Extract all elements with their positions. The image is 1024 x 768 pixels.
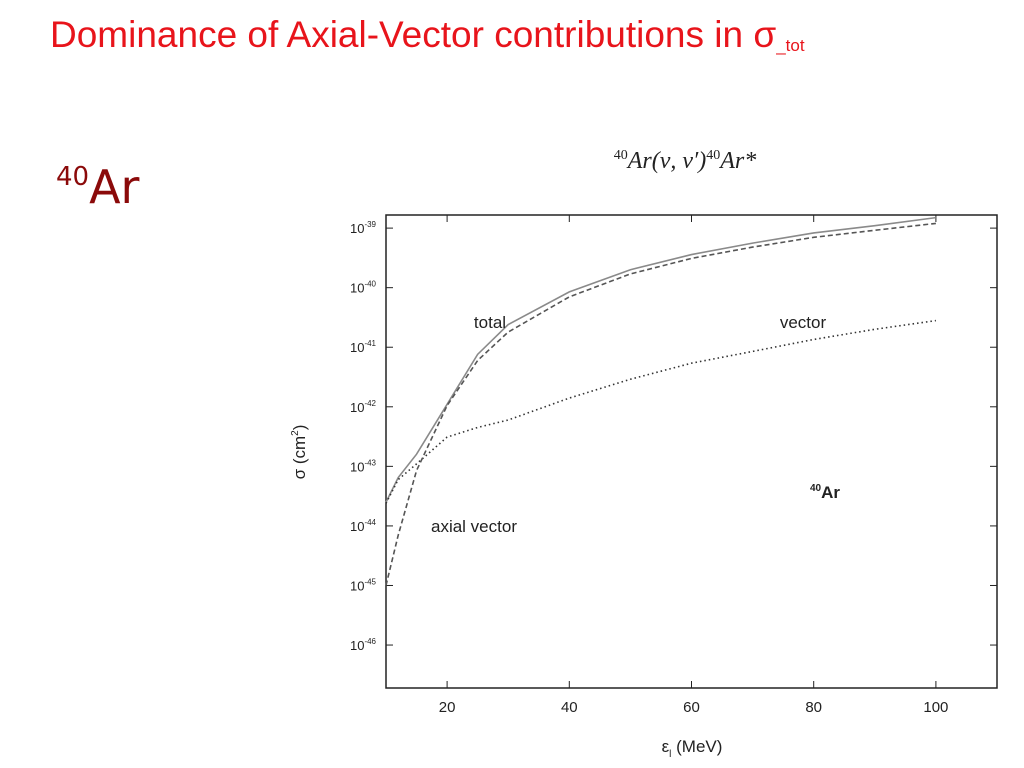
x-tick-label: 40 xyxy=(561,699,578,716)
y-axis-label: σ (cm2) xyxy=(290,425,309,480)
title-main: Ar(ν, ν′) xyxy=(626,148,707,174)
y-tick-label: 10-42 xyxy=(350,399,377,415)
inset-sup: 40 xyxy=(810,483,822,494)
heading-sup: 40 xyxy=(56,162,90,192)
y-tick-base: 10 xyxy=(350,578,364,593)
y-tick-power: -44 xyxy=(364,518,376,527)
x-tick-label: 60 xyxy=(683,699,700,716)
series-label: total xyxy=(474,313,506,332)
y-tick-base: 10 xyxy=(350,340,364,355)
x-label-unit: (MeV) xyxy=(671,737,722,756)
y-label-main: σ (cm xyxy=(290,436,309,480)
y-tick-base: 10 xyxy=(350,519,364,534)
y-tick-power: -46 xyxy=(364,637,376,646)
y-tick-base: 10 xyxy=(350,638,364,653)
slide-heading: 40Ar xyxy=(56,160,139,214)
y-tick-power: -43 xyxy=(364,458,376,467)
title-text: Dominance of Axial-Vector contributions … xyxy=(50,14,777,55)
series-label: vector xyxy=(780,313,827,332)
series-line xyxy=(385,319,937,504)
y-tick-base: 10 xyxy=(350,221,364,236)
y-tick-label: 10-46 xyxy=(350,637,377,653)
title-sup: 40 xyxy=(706,148,720,163)
y-tick-base: 10 xyxy=(350,281,364,296)
x-axis-label: εl (MeV) xyxy=(662,737,723,760)
x-tick-label: 100 xyxy=(923,699,948,716)
series-line xyxy=(385,216,937,503)
x-tick-label: 20 xyxy=(439,699,456,716)
inset-label: 40Ar xyxy=(810,483,840,502)
x-label-subscript: l xyxy=(669,749,671,760)
y-tick-label: 10-39 xyxy=(350,220,377,236)
y-tick-power: -40 xyxy=(364,280,376,289)
y-tick-label: 10-45 xyxy=(350,577,377,593)
plot-frame xyxy=(385,214,998,689)
slide-title: Dominance of Axial-Vector contributions … xyxy=(50,14,805,56)
heading-text: Ar xyxy=(89,160,140,214)
title-subscript: _tot xyxy=(776,36,805,55)
title-sup: 40 xyxy=(614,148,628,163)
chart-title: 40Ar(ν, ν′)40Ar* xyxy=(614,148,757,174)
y-tick-label: 10-44 xyxy=(350,518,377,534)
inset-text: Ar xyxy=(821,483,840,502)
y-tick-base: 10 xyxy=(350,400,364,415)
y-label-sup: 2 xyxy=(290,430,301,436)
series-label: axial vector xyxy=(431,517,517,536)
x-tick-label: 80 xyxy=(805,699,822,716)
y-tick-label: 10-40 xyxy=(350,280,377,296)
y-tick-label: 10-41 xyxy=(350,339,377,355)
title-end: Ar* xyxy=(718,148,756,174)
y-tick-power: -41 xyxy=(364,339,376,348)
y-tick-label: 10-43 xyxy=(350,458,377,474)
x-label-symbol: ε xyxy=(662,737,670,756)
y-tick-power: -45 xyxy=(364,577,376,586)
y-tick-base: 10 xyxy=(350,459,364,474)
y-tick-power: -39 xyxy=(364,220,376,229)
y-label-end: ) xyxy=(290,425,309,431)
y-tick-power: -42 xyxy=(364,399,376,408)
series-line xyxy=(385,222,936,586)
